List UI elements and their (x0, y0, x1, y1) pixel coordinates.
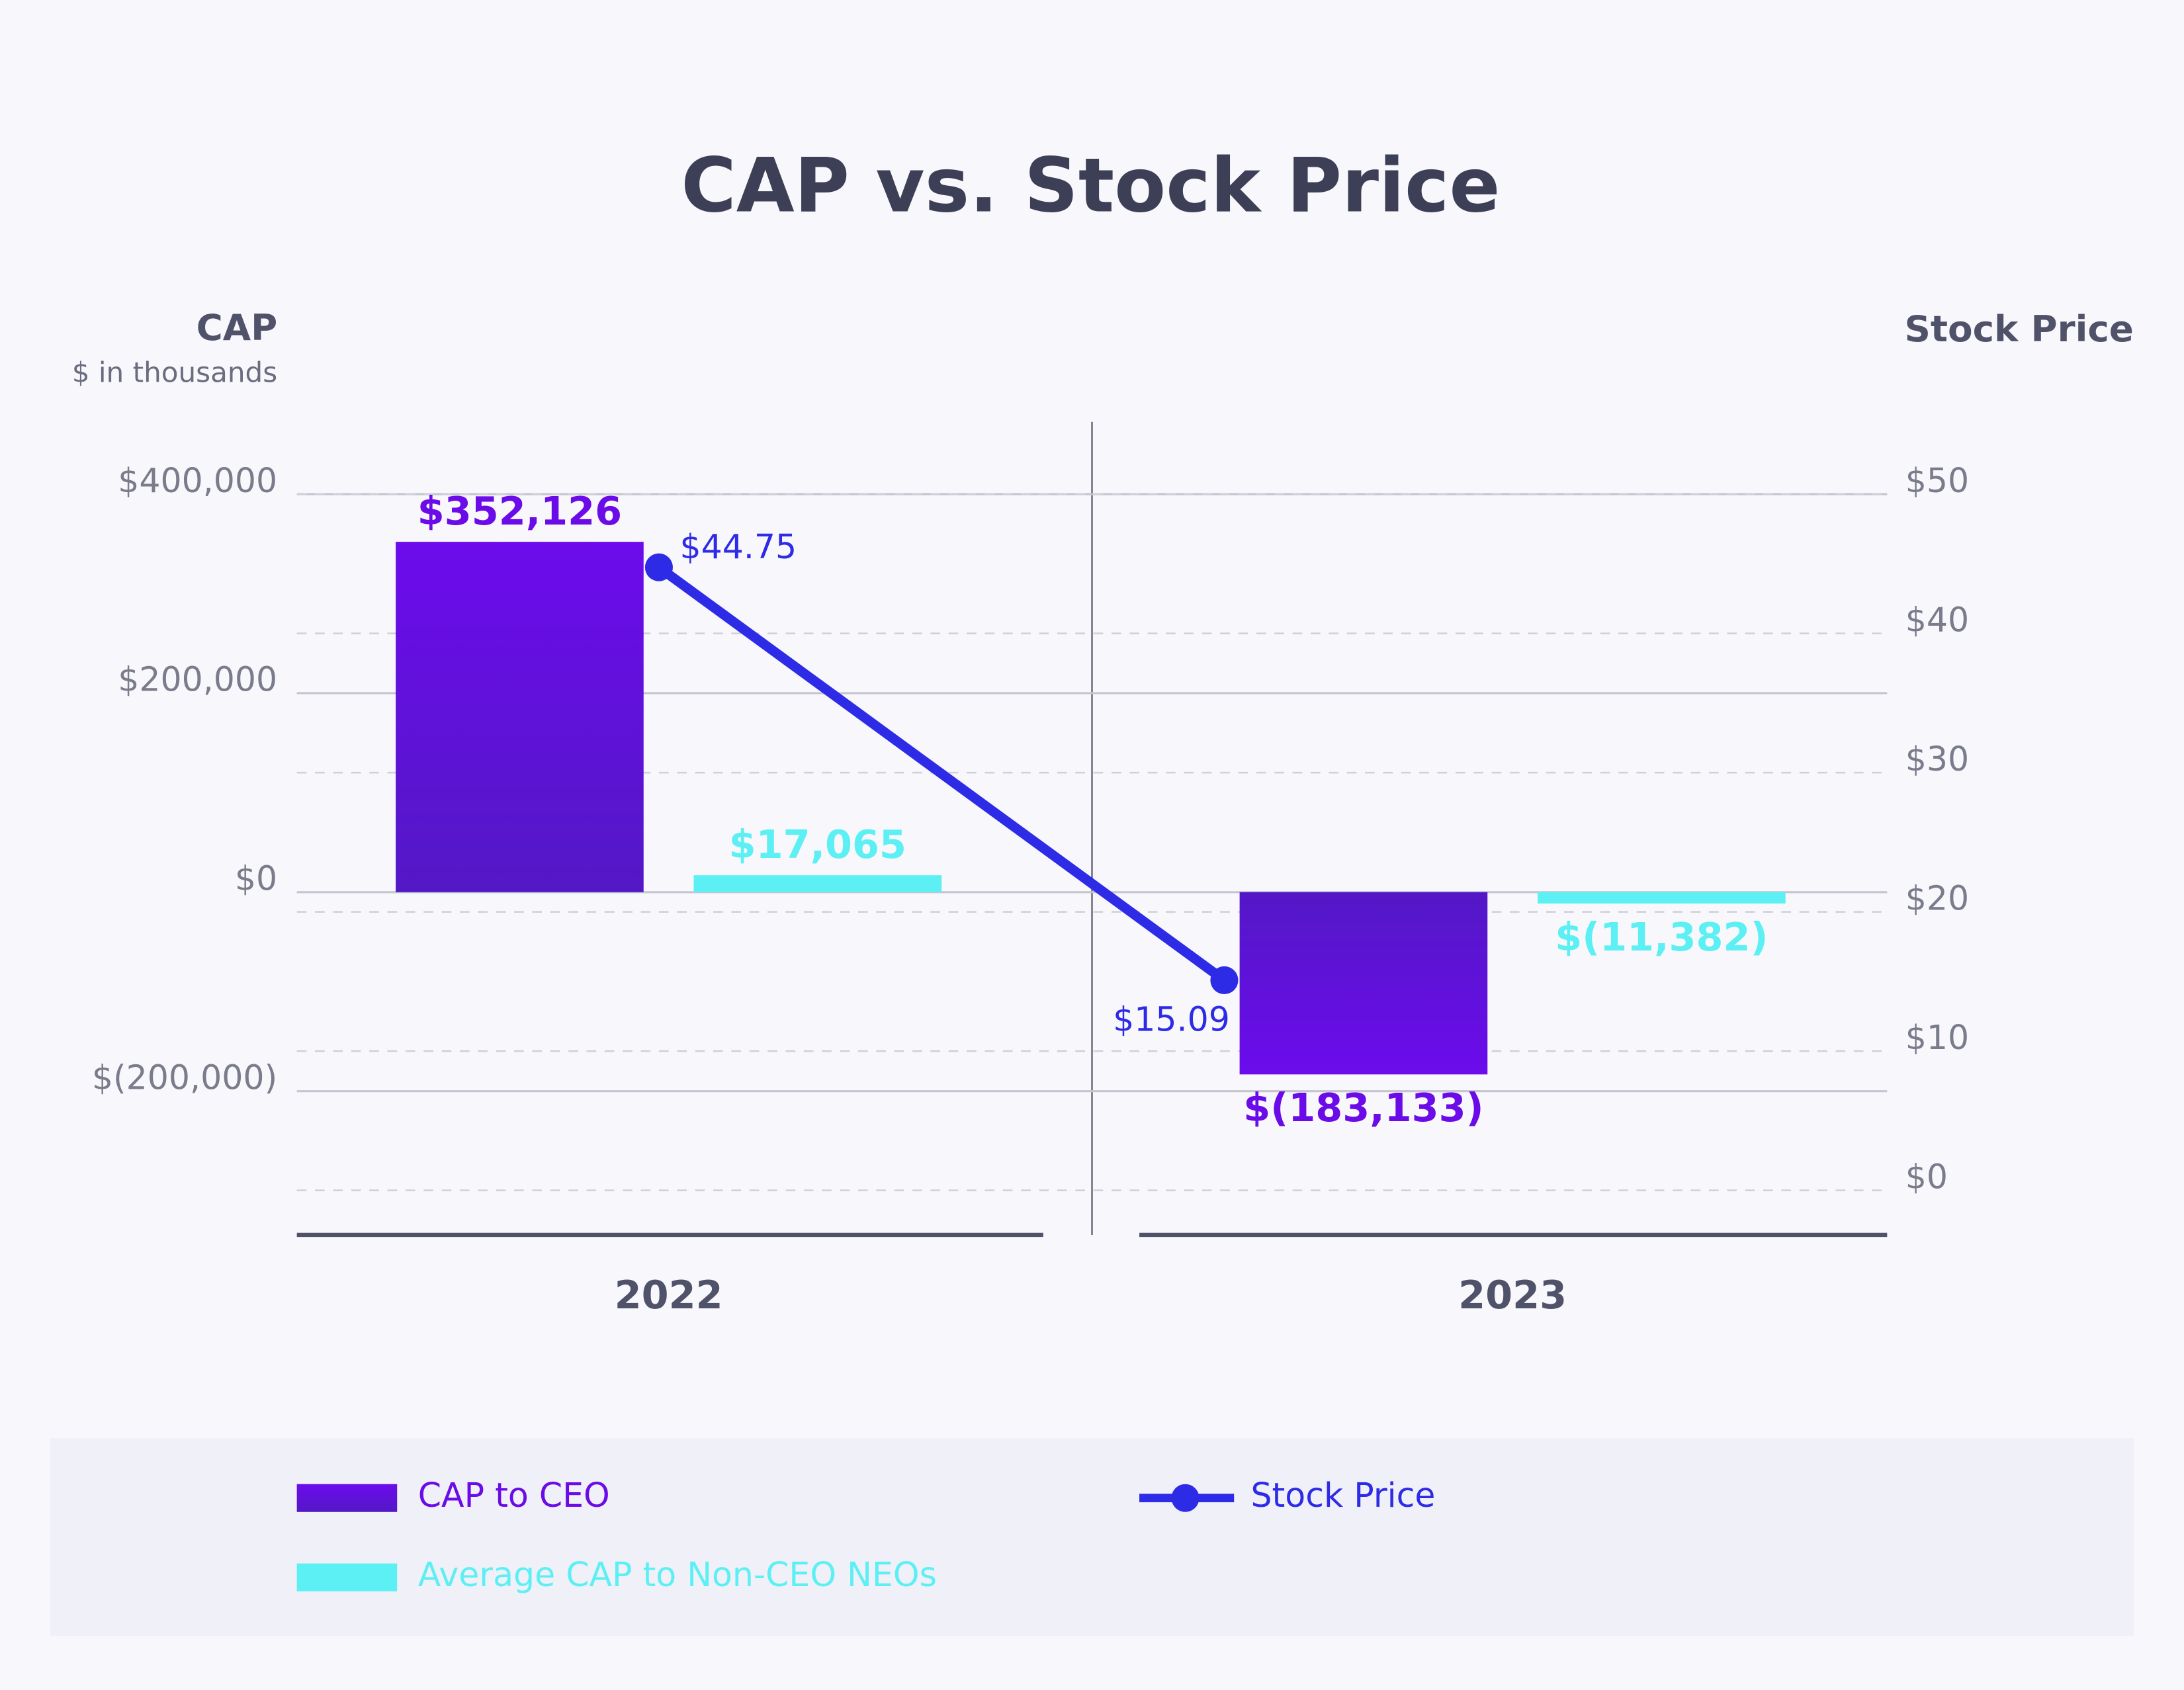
bar (396, 542, 644, 892)
legend-label: CAP to CEO (418, 1476, 610, 1515)
chart-title: CAP vs. Stock Price (681, 142, 1500, 230)
data-label: $(11,382) (1555, 914, 1768, 960)
data-label: $44.75 (679, 527, 797, 566)
legend-marker (1171, 1484, 1200, 1512)
data-label: $352,126 (417, 488, 622, 534)
y2-tick-label: $10 (1905, 1018, 1969, 1057)
data-label: $17,065 (729, 822, 906, 867)
y2-tick-label: $20 (1905, 878, 1969, 917)
y-tick-label: $400,000 (118, 461, 277, 500)
legend-label: Stock Price (1250, 1476, 1435, 1515)
bar (1239, 892, 1488, 1075)
y2-tick-label: $40 (1905, 600, 1969, 639)
line-point (1210, 966, 1239, 995)
line-point (644, 553, 673, 581)
bar (693, 875, 942, 892)
y-tick-label: $(200,000) (92, 1058, 277, 1097)
y-tick-label: $200,000 (118, 660, 277, 699)
y-tick-label: $0 (235, 859, 277, 898)
x-tick-label: 2022 (615, 1272, 723, 1318)
y2-tick-label: $30 (1905, 739, 1969, 779)
legend-swatch (296, 1484, 398, 1512)
y2-axis-title: Stock Price (1904, 308, 2133, 350)
legend-swatch (296, 1563, 398, 1591)
legend-label: Average CAP to Non-CEO NEOs (418, 1555, 937, 1594)
line (656, 563, 1227, 984)
y-axis-title: CAP (197, 306, 278, 349)
legend-box (50, 1438, 2134, 1636)
data-label: $(183,133) (1243, 1085, 1483, 1130)
x-tick-label: 2023 (1458, 1272, 1567, 1318)
y2-tick-label: $50 (1905, 461, 1969, 500)
data-label: $15.09 (1113, 1000, 1230, 1039)
y2-tick-label: $0 (1905, 1157, 1948, 1196)
bar (1538, 892, 1786, 904)
y-axis-subtitle: $ in thousands (72, 357, 277, 389)
